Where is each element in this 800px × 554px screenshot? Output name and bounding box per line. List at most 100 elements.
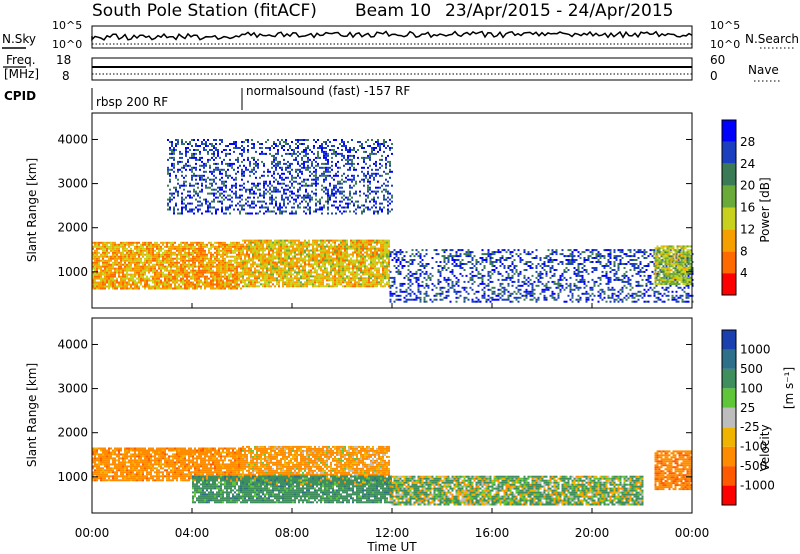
heatmap-cell <box>150 275 152 278</box>
heatmap-cell <box>593 269 596 271</box>
heatmap-cell <box>310 279 312 282</box>
heatmap-cell <box>631 296 634 299</box>
heatmap-cell <box>346 245 348 248</box>
heatmap-cell <box>120 241 122 244</box>
nsky-label: N.Sky <box>2 32 36 46</box>
heatmap-cell <box>128 251 130 254</box>
heatmap-cell <box>583 257 586 259</box>
heatmap-cell <box>443 255 446 258</box>
heatmap-cell <box>384 273 386 276</box>
heatmap-cell <box>641 251 644 254</box>
heatmap-cell <box>332 263 334 266</box>
heatmap-cell <box>328 251 330 254</box>
heatmap-cell <box>216 279 218 282</box>
heatmap-cell <box>539 270 542 273</box>
heatmap-cell <box>439 298 442 301</box>
heatmap-cell <box>116 251 118 254</box>
heatmap-cell <box>184 259 186 262</box>
heatmap-cell <box>662 251 665 254</box>
heatmap-cell <box>156 243 158 246</box>
heatmap-cell <box>108 241 110 244</box>
heatmap-cell <box>120 287 122 290</box>
heatmap-cell <box>575 278 578 281</box>
heatmap-cell <box>173 210 175 213</box>
heatmap-cell <box>489 257 492 259</box>
heatmap-cell <box>272 247 274 250</box>
heatmap-cell <box>435 286 438 289</box>
heatmap-cell <box>94 241 96 244</box>
heatmap-cell <box>487 255 490 258</box>
heatmap-cell <box>202 263 204 266</box>
heatmap-cell <box>156 247 158 250</box>
heatmap-cell <box>218 263 220 266</box>
heatmap-cell <box>455 296 458 299</box>
heatmap-cell <box>509 251 512 254</box>
heatmap-cell <box>314 249 316 252</box>
heatmap-cell <box>122 285 124 288</box>
heatmap-cell <box>334 265 336 268</box>
heatmap-cell <box>465 296 468 299</box>
heatmap-cell <box>463 288 466 291</box>
heatmap-cell <box>427 284 430 287</box>
heatmap-cell <box>164 249 166 252</box>
heatmap-cell <box>244 245 246 248</box>
heatmap-cell <box>262 247 264 250</box>
heatmap-cell <box>220 269 222 272</box>
heatmap-cell <box>292 283 294 286</box>
heatmap-cell <box>140 271 142 274</box>
heatmap-cell <box>150 245 152 248</box>
heatmap-cell <box>186 283 188 286</box>
heatmap-cell <box>226 249 228 252</box>
heatmap-cell <box>300 263 302 266</box>
heatmap-cell <box>382 277 384 280</box>
heatmap-cell <box>352 271 354 274</box>
heatmap-cell <box>112 267 114 270</box>
heatmap-cell <box>338 273 340 276</box>
heatmap-cell <box>623 272 626 275</box>
heatmap-cell <box>306 275 308 278</box>
heatmap-cell <box>685 296 688 299</box>
heatmap-cell <box>134 241 136 244</box>
heatmap-cell <box>204 277 206 280</box>
heatmap-cell <box>451 259 454 261</box>
heatmap-cell <box>171 143 173 145</box>
heatmap-cell <box>338 269 340 272</box>
heatmap-cell <box>242 281 244 284</box>
heatmap-cell <box>340 267 342 270</box>
heatmap-cell <box>262 259 264 262</box>
heatmap-cell <box>226 253 228 256</box>
heatmap-cell <box>374 263 376 266</box>
heatmap-cell <box>637 265 640 267</box>
heatmap-cell <box>246 239 248 242</box>
heatmap-cell <box>164 281 166 284</box>
heatmap-cell <box>389 294 392 297</box>
heatmap-cell <box>118 271 120 274</box>
heatmap-cell <box>196 275 198 278</box>
heatmap-cell <box>368 277 370 280</box>
heatmap-cell <box>162 261 164 264</box>
heatmap-cell <box>166 285 168 288</box>
heatmap-cell <box>656 255 659 258</box>
heatmap-cell <box>413 298 416 301</box>
heatmap-cell <box>192 285 194 288</box>
heatmap-cell <box>224 257 226 260</box>
nsearch-tick-bottom: 10^0 <box>710 38 740 51</box>
heatmap-cell <box>511 270 514 273</box>
heatmap-cell <box>104 275 106 278</box>
heatmap-cell <box>212 273 214 276</box>
heatmap-cell <box>176 271 178 274</box>
heatmap-cell <box>662 283 665 286</box>
heatmap-cell <box>666 251 669 254</box>
heatmap-cell <box>320 277 322 280</box>
heatmap-cell <box>515 298 518 301</box>
heatmap-cell <box>561 253 564 256</box>
heatmap-cell <box>136 245 138 248</box>
heatmap-cell <box>393 276 396 279</box>
heatmap-cell <box>654 253 657 256</box>
heatmap-cell <box>376 247 378 250</box>
heatmap-cell <box>653 294 656 297</box>
heatmap-cell <box>110 269 112 272</box>
heatmap-cell <box>680 259 683 262</box>
heatmap-cell <box>214 245 216 248</box>
heatmap-cell <box>451 272 454 275</box>
